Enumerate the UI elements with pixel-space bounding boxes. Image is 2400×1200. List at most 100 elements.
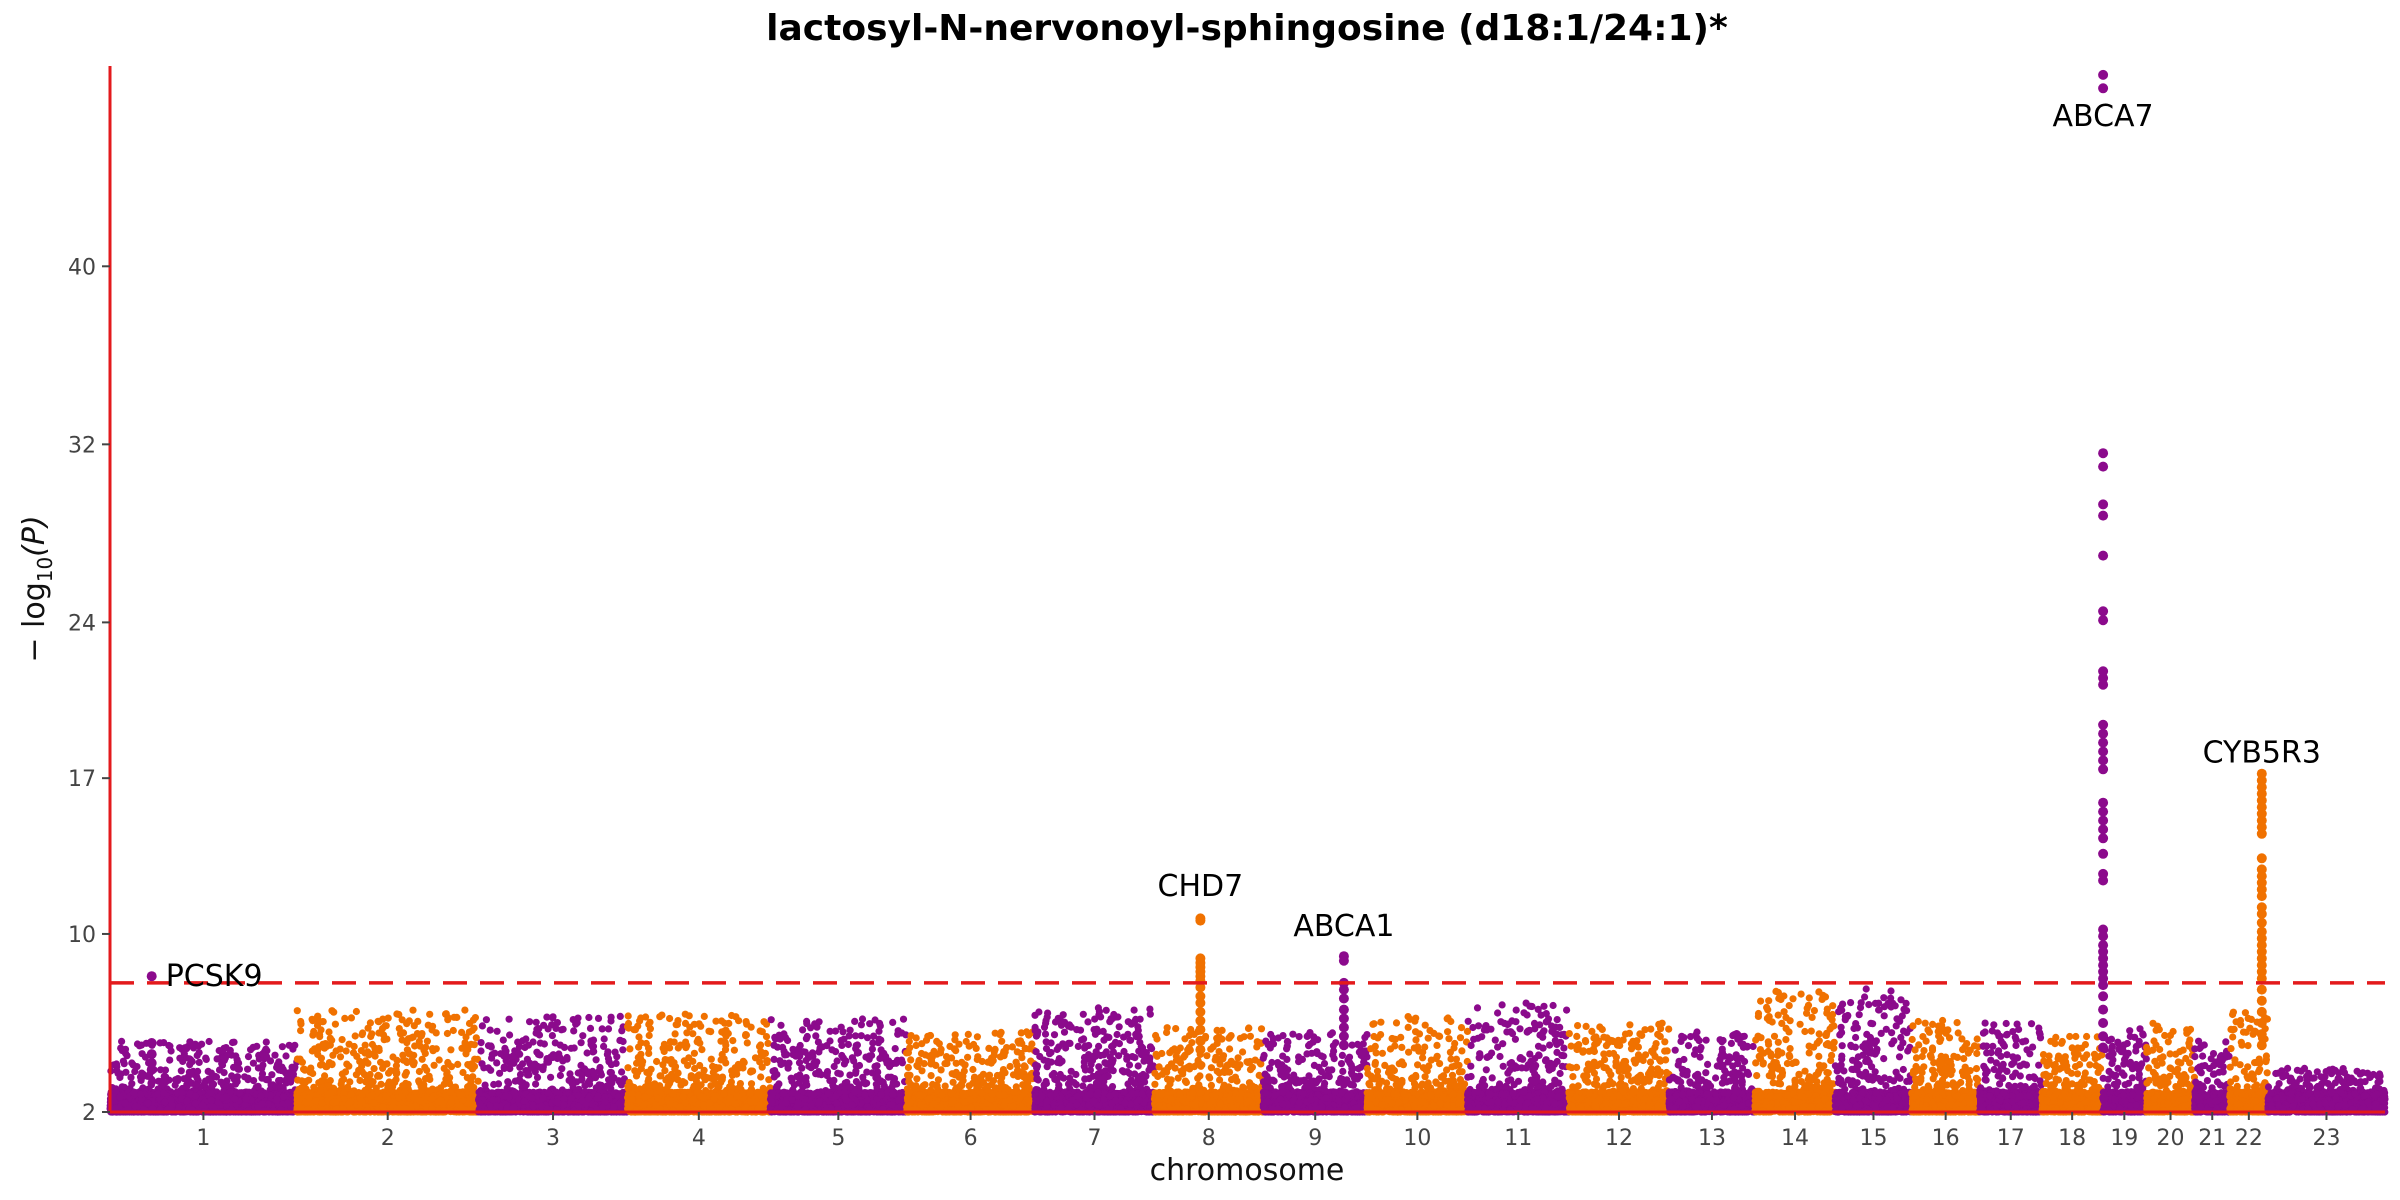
snp-point bbox=[429, 1047, 437, 1055]
snp-point bbox=[185, 1055, 194, 1063]
snp-point bbox=[193, 1074, 201, 1082]
snp-point bbox=[385, 1069, 393, 1077]
snp-point bbox=[328, 1061, 336, 1069]
snp-point bbox=[258, 1100, 266, 1108]
snp-point bbox=[379, 1103, 387, 1111]
snp-point bbox=[464, 1045, 472, 1053]
snp-point bbox=[289, 1070, 297, 1078]
snp-point bbox=[273, 1096, 281, 1104]
snp-point bbox=[345, 1062, 353, 1070]
snp-point bbox=[207, 1096, 215, 1104]
snp-point bbox=[202, 1055, 210, 1063]
snp-point bbox=[161, 1098, 169, 1106]
snp-point bbox=[445, 1080, 453, 1088]
chromosome-3-points bbox=[475, 1012, 632, 1116]
snp-point bbox=[598, 1025, 606, 1033]
snp-point bbox=[324, 1090, 332, 1098]
snp-point bbox=[328, 1036, 336, 1044]
snp-point bbox=[244, 1076, 252, 1084]
snp-point bbox=[255, 1055, 263, 1063]
snp-point bbox=[606, 1068, 614, 1077]
snp-point bbox=[594, 1014, 603, 1023]
snp-point bbox=[429, 1022, 437, 1030]
snp-point bbox=[380, 1036, 388, 1044]
snp-point bbox=[486, 1026, 494, 1034]
snp-point bbox=[128, 1059, 136, 1067]
snp-point bbox=[401, 1071, 409, 1079]
snp-point bbox=[406, 1050, 414, 1058]
snp-point bbox=[382, 1092, 390, 1100]
snp-point bbox=[482, 1016, 490, 1024]
snp-point bbox=[409, 1006, 417, 1014]
snp-point bbox=[375, 1044, 383, 1053]
snp-point bbox=[338, 1070, 346, 1078]
snp-point bbox=[417, 1032, 426, 1040]
snp-point bbox=[325, 1028, 333, 1036]
snp-point bbox=[277, 1076, 285, 1085]
snp-point bbox=[297, 1020, 305, 1028]
snp-point bbox=[338, 1077, 346, 1085]
snp-point bbox=[499, 1036, 507, 1044]
snp-point bbox=[332, 1098, 340, 1106]
snp-point bbox=[454, 1060, 462, 1068]
snp-point bbox=[212, 1073, 221, 1081]
snp-point bbox=[350, 1042, 358, 1051]
snp-point bbox=[570, 1027, 578, 1035]
snp-point bbox=[375, 1072, 384, 1080]
snp-point bbox=[259, 1050, 267, 1058]
snp-point bbox=[176, 1054, 184, 1062]
snp-point bbox=[423, 1037, 431, 1045]
snp-point bbox=[536, 1039, 545, 1047]
snp-point bbox=[222, 1093, 230, 1101]
snp-point bbox=[222, 1044, 230, 1052]
snp-point bbox=[291, 1041, 299, 1049]
snp-point bbox=[556, 1071, 565, 1080]
snp-point bbox=[366, 1019, 374, 1027]
snp-point bbox=[600, 1035, 608, 1043]
snp-point bbox=[586, 1024, 595, 1032]
snp-point bbox=[282, 1052, 290, 1060]
snp-point bbox=[138, 1071, 146, 1079]
snp-point bbox=[600, 1042, 608, 1050]
snp-point bbox=[257, 1092, 265, 1100]
snp-point bbox=[156, 1078, 165, 1086]
snp-point bbox=[430, 1061, 438, 1069]
snp-point bbox=[435, 1056, 443, 1064]
snp-point bbox=[418, 1055, 426, 1063]
snp-point bbox=[396, 1030, 405, 1038]
snp-point bbox=[316, 1033, 324, 1041]
snp-point bbox=[285, 1041, 293, 1049]
snp-point bbox=[461, 1006, 469, 1014]
snp-point bbox=[121, 1045, 130, 1053]
snp-point bbox=[230, 1038, 238, 1046]
snp-point bbox=[377, 1058, 385, 1066]
snp-point bbox=[493, 1027, 501, 1035]
snp-point bbox=[244, 1065, 252, 1073]
snp-point bbox=[258, 1070, 267, 1078]
snp-point bbox=[585, 1076, 594, 1085]
snp-point bbox=[309, 1031, 317, 1039]
chromosome-2-points bbox=[293, 1006, 482, 1116]
snp-point bbox=[395, 1010, 403, 1019]
snp-point bbox=[524, 1041, 533, 1049]
snp-point bbox=[359, 1029, 367, 1037]
snp-point bbox=[374, 1017, 382, 1025]
snp-point bbox=[458, 1103, 466, 1112]
snp-point bbox=[283, 1075, 291, 1083]
snp-point bbox=[301, 1078, 309, 1086]
snp-point bbox=[233, 1059, 241, 1067]
snp-point bbox=[342, 1047, 350, 1055]
snp-point bbox=[319, 1040, 327, 1048]
snp-point bbox=[565, 1076, 573, 1084]
snp-point bbox=[242, 1095, 250, 1103]
snp-point bbox=[395, 1094, 403, 1102]
snp-point bbox=[450, 1013, 458, 1021]
snp-point bbox=[340, 1095, 348, 1103]
snp-point bbox=[297, 1057, 305, 1065]
snp-point bbox=[258, 1064, 266, 1073]
snp-point bbox=[466, 1062, 474, 1070]
snp-point bbox=[332, 1047, 340, 1055]
snp-point bbox=[195, 1058, 203, 1066]
snp-point bbox=[349, 1049, 358, 1057]
snp-point bbox=[177, 1067, 185, 1075]
